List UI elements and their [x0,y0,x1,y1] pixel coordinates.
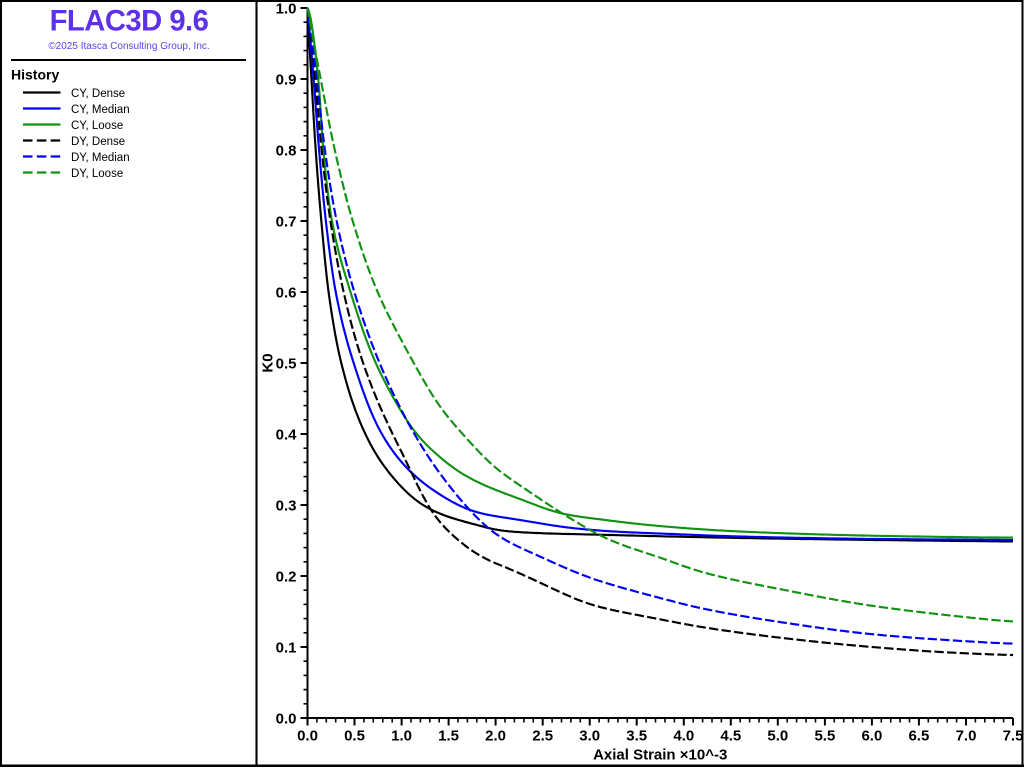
svg-text:CY, Dense: CY, Dense [71,88,125,100]
svg-text:0.6: 0.6 [276,284,297,301]
svg-text:5.5: 5.5 [814,727,835,744]
svg-text:History: History [11,66,59,82]
svg-text:7.0: 7.0 [956,727,977,744]
svg-text:1.5: 1.5 [438,727,459,744]
svg-text:5.0: 5.0 [767,727,788,744]
svg-text:4.5: 4.5 [720,727,741,744]
svg-text:6.5: 6.5 [908,727,929,744]
svg-text:0.9: 0.9 [276,71,297,88]
svg-text:3.0: 3.0 [579,727,600,744]
svg-text:0.3: 0.3 [276,497,297,514]
svg-text:0.5: 0.5 [276,355,297,372]
svg-text:0.0: 0.0 [276,710,297,727]
svg-text:©2025 Itasca Consulting Group,: ©2025 Itasca Consulting Group, Inc. [48,41,209,52]
svg-text:7.5: 7.5 [1003,727,1024,744]
svg-text:0.8: 0.8 [276,142,297,159]
svg-text:6.0: 6.0 [861,727,882,744]
svg-text:1.0: 1.0 [391,727,412,744]
svg-text:3.5: 3.5 [626,727,647,744]
svg-text:Axial Strain ×10^-3: Axial Strain ×10^-3 [593,747,727,764]
svg-text:0.1: 0.1 [276,639,297,656]
svg-text:0.0: 0.0 [297,727,318,744]
svg-text:DY, Median: DY, Median [71,152,130,164]
svg-text:CY, Loose: CY, Loose [71,120,123,132]
svg-text:0.5: 0.5 [344,727,365,744]
svg-text:0.2: 0.2 [276,568,297,585]
svg-text:0.4: 0.4 [276,426,298,443]
svg-text:DY, Dense: DY, Dense [71,136,125,148]
svg-text:1.0: 1.0 [276,0,297,17]
svg-text:2.0: 2.0 [485,727,506,744]
svg-text:0.7: 0.7 [276,213,297,230]
svg-text:DY, Loose: DY, Loose [71,168,123,180]
svg-text:FLAC3D 9.6: FLAC3D 9.6 [50,6,209,38]
svg-text:CY, Median: CY, Median [71,104,130,116]
svg-text:4.0: 4.0 [673,727,694,744]
svg-text:2.5: 2.5 [532,727,553,744]
svg-text:K0: K0 [260,353,277,372]
